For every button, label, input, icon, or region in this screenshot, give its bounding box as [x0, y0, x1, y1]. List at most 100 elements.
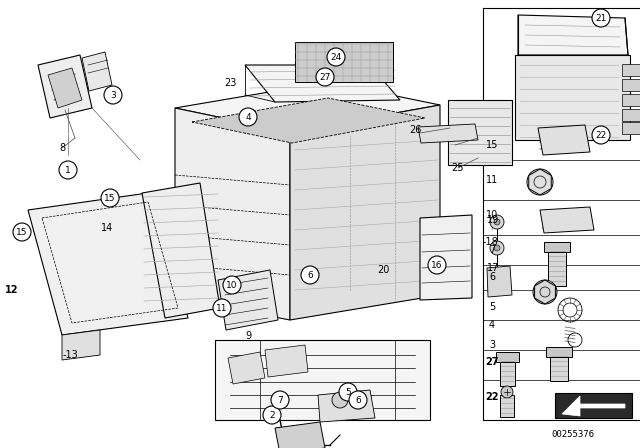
Text: 15: 15	[486, 140, 498, 150]
Circle shape	[533, 280, 557, 304]
Polygon shape	[215, 340, 430, 420]
Polygon shape	[192, 98, 425, 143]
Circle shape	[327, 48, 345, 66]
Polygon shape	[448, 100, 512, 165]
Polygon shape	[540, 207, 594, 233]
Text: 6: 6	[489, 272, 495, 282]
Text: 12: 12	[5, 285, 19, 295]
Circle shape	[104, 86, 122, 104]
Circle shape	[301, 266, 319, 284]
Text: 16: 16	[431, 260, 443, 270]
Text: 8: 8	[59, 143, 65, 153]
Text: 21: 21	[595, 13, 607, 22]
Bar	[496, 352, 519, 362]
Text: 6: 6	[307, 271, 313, 280]
Circle shape	[592, 9, 610, 27]
Polygon shape	[142, 183, 220, 318]
Text: 4: 4	[489, 320, 495, 330]
Circle shape	[59, 161, 77, 179]
Text: 3: 3	[110, 90, 116, 99]
Polygon shape	[622, 79, 640, 91]
Text: 3: 3	[489, 340, 495, 350]
Text: 11: 11	[486, 175, 498, 185]
Text: 24: 24	[330, 52, 342, 61]
Text: 20: 20	[377, 265, 389, 275]
Bar	[544, 242, 570, 252]
Polygon shape	[218, 270, 278, 330]
Bar	[550, 353, 568, 381]
Polygon shape	[290, 105, 440, 320]
Polygon shape	[555, 393, 632, 418]
Circle shape	[271, 391, 289, 409]
Circle shape	[490, 215, 504, 229]
Text: -18: -18	[482, 237, 498, 247]
Circle shape	[316, 68, 334, 86]
Circle shape	[592, 126, 610, 144]
Text: 2: 2	[269, 410, 275, 419]
Circle shape	[490, 241, 504, 255]
Circle shape	[349, 391, 367, 409]
Circle shape	[501, 386, 513, 398]
Text: 26: 26	[409, 125, 421, 135]
Bar	[548, 248, 566, 286]
Polygon shape	[175, 82, 440, 132]
Circle shape	[494, 245, 500, 251]
Polygon shape	[175, 108, 290, 320]
Polygon shape	[487, 266, 512, 297]
Circle shape	[213, 299, 231, 317]
Polygon shape	[538, 125, 590, 155]
Text: 19: 19	[487, 215, 499, 225]
Polygon shape	[622, 122, 640, 134]
Circle shape	[339, 383, 357, 401]
Text: 6: 6	[355, 396, 361, 405]
Text: 5: 5	[489, 302, 495, 312]
Text: 9: 9	[245, 331, 251, 341]
Polygon shape	[62, 330, 100, 360]
Circle shape	[428, 256, 446, 274]
Text: 1: 1	[65, 165, 71, 175]
Polygon shape	[318, 390, 375, 422]
Polygon shape	[622, 109, 640, 121]
Text: 10: 10	[227, 280, 237, 289]
Text: 27: 27	[319, 73, 331, 82]
Circle shape	[101, 189, 119, 207]
Polygon shape	[245, 65, 400, 102]
Text: 7: 7	[277, 396, 283, 405]
Text: 23: 23	[224, 78, 236, 88]
Bar	[500, 358, 515, 386]
Polygon shape	[48, 68, 82, 108]
Text: 22: 22	[485, 392, 499, 402]
Text: 17: 17	[487, 263, 499, 273]
Circle shape	[263, 406, 281, 424]
Bar	[546, 347, 572, 357]
Text: 27: 27	[485, 357, 499, 367]
Polygon shape	[275, 422, 325, 448]
Polygon shape	[518, 15, 628, 55]
Polygon shape	[534, 280, 556, 304]
Polygon shape	[420, 215, 472, 300]
Text: -13: -13	[62, 350, 78, 360]
Polygon shape	[622, 64, 640, 76]
Text: 10: 10	[486, 210, 498, 220]
Polygon shape	[418, 124, 478, 143]
Polygon shape	[295, 42, 393, 82]
Circle shape	[332, 392, 348, 408]
Polygon shape	[28, 192, 188, 335]
Text: 11: 11	[216, 303, 228, 313]
Text: 14: 14	[101, 223, 113, 233]
Text: 25: 25	[452, 163, 464, 173]
Text: 15: 15	[16, 228, 28, 237]
Polygon shape	[562, 396, 625, 416]
Text: 7: 7	[489, 245, 495, 255]
Circle shape	[239, 108, 257, 126]
Polygon shape	[228, 352, 265, 384]
Polygon shape	[38, 55, 92, 118]
Polygon shape	[82, 52, 112, 91]
Text: 22: 22	[595, 130, 607, 139]
Text: 4: 4	[245, 112, 251, 121]
Polygon shape	[622, 94, 640, 106]
Polygon shape	[265, 345, 308, 377]
Text: 00255376: 00255376	[552, 430, 595, 439]
Text: 5: 5	[345, 388, 351, 396]
Circle shape	[494, 219, 500, 225]
